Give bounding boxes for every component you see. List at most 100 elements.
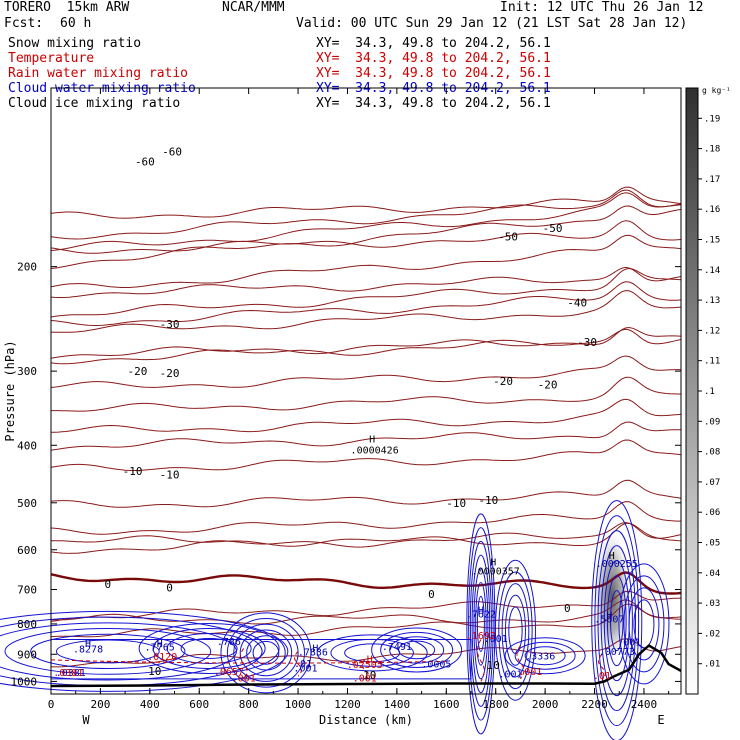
temp-label--20-2: -20 bbox=[493, 375, 513, 388]
colorbar-tick-label-2: .17 bbox=[704, 175, 720, 185]
field-label-cloud-ice: Cloud ice mixing ratio bbox=[8, 96, 181, 111]
colorbar-tick-label-1: .18 bbox=[704, 145, 720, 155]
colorbar-tick-label-15: .04 bbox=[704, 569, 720, 579]
temp-contour--35 bbox=[50, 281, 682, 327]
colorbar-tick-label-8: .11 bbox=[704, 357, 720, 367]
rain-annotation-7: .001 bbox=[353, 673, 377, 684]
colorbar-tick-label-11: .08 bbox=[704, 448, 720, 458]
annotation-10: .786 bbox=[217, 637, 241, 648]
annotation-20: .00773 bbox=[599, 647, 635, 658]
cloud-water-contour bbox=[501, 583, 530, 678]
y-tick-label-5: 700 bbox=[17, 584, 37, 597]
temp-label--20-0: -20 bbox=[128, 365, 148, 378]
y-tick-label-8: 1000 bbox=[11, 675, 38, 688]
annotation-3: .0000357 bbox=[472, 566, 520, 577]
colorbar-tick-label-4: .15 bbox=[704, 236, 720, 246]
colorbar-tick-label-18: .01 bbox=[704, 660, 720, 670]
annotation-5: .000255 bbox=[596, 559, 638, 570]
x-end-label-left: W bbox=[82, 713, 90, 727]
y-tick-label-0: 200 bbox=[17, 261, 37, 274]
annotation-22: .0381 bbox=[56, 668, 86, 679]
annotation-19: .3336 bbox=[525, 651, 555, 662]
annotation-18: .001 bbox=[484, 634, 508, 645]
field-xy-temperature: XY= 34.3, 49.8 to 204.2, 56.1 bbox=[316, 51, 551, 66]
center-title: NCAR/MMM bbox=[222, 0, 285, 15]
cloud-water-contour bbox=[246, 635, 286, 671]
annotation-7: .8278 bbox=[73, 644, 103, 655]
temp-contour-minor bbox=[50, 521, 682, 554]
annotation-25: .0005 bbox=[421, 660, 451, 671]
cloud-water-contour bbox=[623, 575, 665, 673]
rain-annotation-6: .001 bbox=[232, 673, 256, 684]
temp-contour--40 bbox=[50, 267, 682, 318]
temp-label--40-0: -40 bbox=[567, 297, 587, 310]
annotation-26: .001 bbox=[498, 670, 522, 681]
cloud-water-contour bbox=[494, 559, 536, 701]
cloud-water-contour bbox=[524, 646, 566, 666]
y-tick-label-1: 300 bbox=[17, 365, 37, 378]
y-tick-label-6: 800 bbox=[17, 618, 37, 631]
temp-label-0-1: 0 bbox=[166, 581, 173, 594]
cloud-water-contour bbox=[471, 554, 491, 694]
annotation-11: H bbox=[312, 643, 318, 654]
rain-contour-layer bbox=[50, 659, 447, 664]
colorbar-tick-label-7: .12 bbox=[704, 326, 720, 336]
annotation-9: .7765 bbox=[145, 643, 175, 654]
temp-label--50-0: -50 bbox=[498, 231, 518, 244]
temp-label-0-0: 0 bbox=[105, 578, 112, 591]
temp-contour-minor bbox=[50, 220, 682, 254]
temp-contour--5 bbox=[50, 522, 682, 547]
colorbar-tick-label-14: .05 bbox=[704, 539, 720, 549]
x-tick-label-8: 1600 bbox=[433, 698, 460, 711]
cloud-water-contour bbox=[380, 631, 454, 669]
temp-contour-minor bbox=[50, 439, 682, 471]
temp-label-0-2: 0 bbox=[428, 588, 435, 601]
temp-label-10-0: 10 bbox=[148, 665, 161, 678]
cloud-water-contour bbox=[466, 513, 496, 735]
temp-label--60-1: -60 bbox=[162, 146, 182, 159]
x-tick-label-10: 2000 bbox=[532, 698, 559, 711]
valid-time: Valid: 00 UTC Sun 29 Jan 12 (21 LST Sat … bbox=[296, 16, 688, 31]
cloud-water-contour bbox=[389, 636, 445, 664]
colorbar-tick-label-12: .07 bbox=[704, 478, 720, 488]
rain-annotation-1: .0381 bbox=[53, 668, 83, 679]
cloud-water-contour bbox=[618, 563, 670, 685]
temp-label-10-2: 10 bbox=[487, 659, 500, 672]
temp-contour-0 bbox=[50, 571, 682, 595]
cloud-water-contour bbox=[469, 540, 492, 707]
temp-label-10-1: 10 bbox=[363, 669, 376, 682]
forecast-value: 60 h bbox=[60, 16, 92, 31]
annotation-4: H bbox=[609, 551, 615, 562]
field-label-snow: Snow mixing ratio bbox=[8, 36, 142, 51]
cloud-water-contour bbox=[371, 627, 463, 673]
temp-label--30-1: -30 bbox=[577, 336, 597, 349]
temp-contour--50 bbox=[50, 205, 682, 269]
rain-contour-3 bbox=[476, 639, 485, 682]
temp-contour--55 bbox=[50, 192, 682, 251]
colorbar-tick-label-10: .09 bbox=[704, 417, 720, 427]
temp-contour-minor bbox=[51, 376, 681, 412]
x-tick-label-3: 600 bbox=[189, 698, 209, 711]
cloud-water-contour bbox=[233, 623, 299, 682]
temp-contour--45 bbox=[50, 234, 682, 288]
temp-label--20-3: -20 bbox=[538, 379, 558, 392]
temp-contour-minor bbox=[50, 603, 682, 638]
temp-label--10-3: -10 bbox=[478, 494, 498, 507]
x-tick-label-6: 1200 bbox=[334, 698, 361, 711]
model-title: TORERO 15km ARW bbox=[4, 0, 130, 15]
temp-contour-minor bbox=[50, 501, 681, 535]
rain-contour-2 bbox=[360, 659, 369, 680]
annotation-8: H bbox=[157, 639, 163, 650]
cloud-water-contour bbox=[504, 637, 586, 675]
cloud-ice-shading bbox=[591, 526, 632, 667]
temp-label--30-0: -30 bbox=[160, 318, 180, 331]
temp-contour--20 bbox=[50, 355, 681, 388]
colorbar bbox=[685, 87, 699, 695]
x-tick-label-12: 2400 bbox=[631, 698, 658, 711]
x-tick-label-11: 2200 bbox=[581, 698, 608, 711]
cloud-water-contour bbox=[473, 568, 489, 680]
cloud-water-contour bbox=[0, 610, 289, 692]
colorbar-tick-label-17: .02 bbox=[704, 629, 720, 639]
cloud-water-contour bbox=[594, 515, 640, 727]
